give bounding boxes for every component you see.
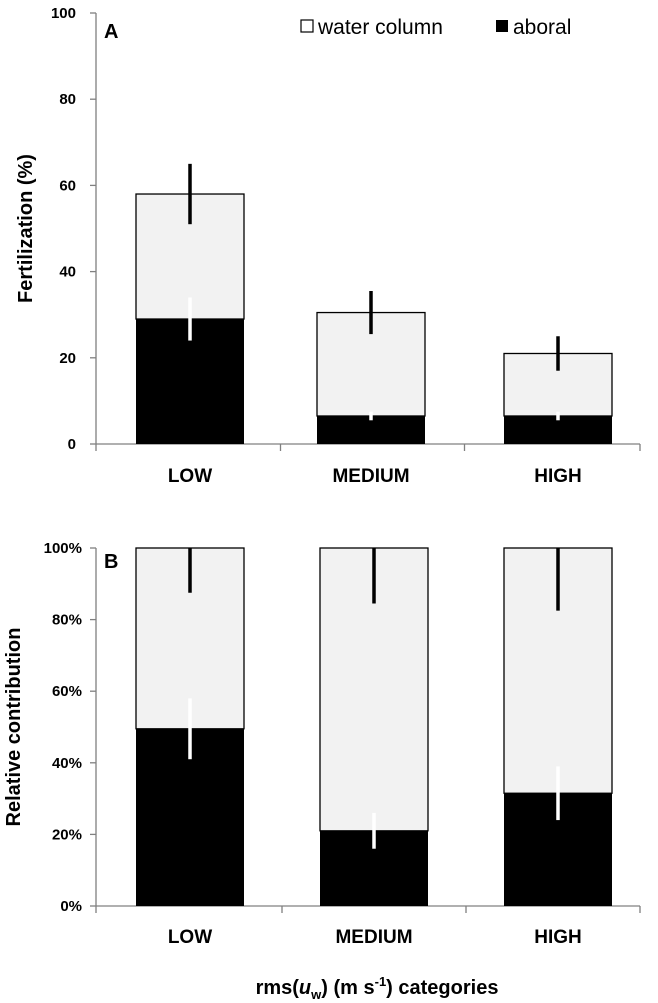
y-tick-label: 80% bbox=[52, 612, 82, 629]
panel-label: B bbox=[104, 551, 118, 573]
legend: water column aboral bbox=[300, 16, 571, 39]
y-axis-label: Relative contribution bbox=[3, 628, 25, 827]
panel-label: A bbox=[104, 21, 118, 43]
y-tick-label: 20% bbox=[52, 826, 82, 843]
y-tick-label: 60% bbox=[52, 683, 82, 700]
bar-aboral bbox=[317, 415, 425, 444]
y-tick-label: 80 bbox=[59, 91, 76, 108]
x-category-label: HIGH bbox=[534, 927, 582, 948]
y-tick-label: 40 bbox=[59, 264, 76, 281]
x-category-label: MEDIUM bbox=[332, 466, 409, 487]
y-tick-label: 100% bbox=[44, 540, 82, 557]
x-category-label: MEDIUM bbox=[335, 927, 412, 948]
legend-label-aboral: aboral bbox=[513, 16, 571, 39]
x-category-label: HIGH bbox=[534, 466, 582, 487]
panel-b-chart: 0% 20% 40% 60% 80% 100% LOW MEDIUM HIGH B Relative… bbox=[3, 540, 641, 948]
legend-swatch-water-column bbox=[300, 19, 314, 33]
legend-swatch-aboral bbox=[496, 20, 508, 32]
y-tick-label: 40% bbox=[52, 755, 82, 772]
y-axis-label: Fertilization (%) bbox=[15, 154, 37, 303]
y-tick-label: 100 bbox=[51, 5, 76, 22]
x-category-label: LOW bbox=[168, 927, 212, 948]
y-tick-label: 0 bbox=[68, 436, 76, 453]
x-category-label: LOW bbox=[168, 466, 212, 487]
panel-a-chart: 0 20 40 60 80 100 LOW MEDIUM HIGH A Fertilization … bbox=[15, 5, 641, 487]
legend-label-water-column: water column bbox=[317, 16, 443, 39]
y-tick-label: 0% bbox=[60, 898, 82, 915]
x-axis-title: rms(uw) (m s-1) categories bbox=[256, 974, 499, 1002]
bar-aboral bbox=[504, 415, 612, 444]
y-tick-label: 20 bbox=[59, 350, 76, 367]
y-tick-label: 60 bbox=[59, 177, 76, 194]
